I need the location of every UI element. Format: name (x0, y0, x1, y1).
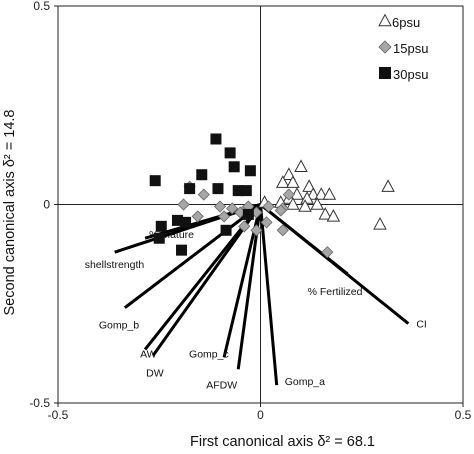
point-15psu (250, 224, 263, 237)
point-30psu (153, 232, 165, 244)
point-30psu (212, 183, 224, 195)
point-30psu (184, 183, 196, 195)
point-30psu (155, 220, 167, 232)
point-30psu (232, 185, 244, 197)
vector-gomp-a-label: Gomp_a (285, 376, 325, 388)
vector-pct-fertilized-label: % Fertilized (308, 286, 363, 298)
point-6psu (286, 175, 300, 188)
point-6psu (298, 199, 312, 212)
point-30psu (244, 165, 256, 177)
point-30psu (180, 216, 192, 228)
y-tick-label: -0.5 (29, 396, 50, 410)
point-6psu (306, 187, 320, 200)
x-tick-label: 0 (257, 408, 264, 422)
point-6psu (275, 175, 290, 188)
point-15psu (191, 210, 204, 223)
legend-label-15psu: 15psu (393, 41, 428, 56)
legend-marker-15psu (378, 40, 392, 54)
x-axis-title: First canonical axis δ² = 68.1 (190, 434, 375, 450)
point-6psu (326, 209, 341, 222)
point-6psu (322, 187, 337, 200)
y-tick-label: 0 (43, 198, 50, 212)
legend-marker-30psu (379, 67, 391, 79)
vector-gomp-b-label: Gomp_b (99, 320, 139, 332)
point-6psu (302, 179, 316, 192)
vectors-layer: % MatureshellstrengthGomp_bAWDWGomp_cAFD… (85, 203, 427, 391)
point-15psu (177, 198, 190, 211)
point-6psu (373, 216, 387, 230)
legend: 6psu 15psu 30psu (378, 13, 428, 82)
point-30psu (228, 161, 240, 173)
vector-gomp-c-label: Gomp_c (189, 348, 229, 360)
legend-label-6psu: 6psu (392, 15, 420, 30)
point-15psu (274, 204, 287, 217)
point-30psu (149, 175, 161, 187)
x-tick-label: 0.5 (455, 408, 472, 422)
vector-ci-arrow (259, 203, 410, 325)
vector-ci-label: CI (416, 319, 427, 331)
ticks-layer: -0.5 0 0.5 -0.5 0 0.5 (29, 0, 471, 422)
point-15psu (276, 224, 289, 237)
point-15psu (238, 220, 251, 233)
point-6psu (282, 167, 296, 180)
point-6psu (314, 187, 329, 200)
vector-gomp-a-arrow (259, 204, 279, 386)
vector-dw-label: DW (146, 367, 164, 379)
point-15psu (197, 188, 210, 201)
vector-aw-label: AW (140, 348, 157, 360)
point-30psu (220, 224, 232, 236)
point-6psu (286, 197, 300, 210)
y-tick-label: 0.5 (33, 0, 50, 13)
point-30psu (240, 185, 252, 197)
point-15psu (226, 202, 239, 215)
point-15psu (260, 216, 273, 229)
point-30psu (171, 214, 183, 226)
point-6psu (310, 197, 324, 210)
point-30psu (224, 147, 236, 159)
point-15psu (321, 246, 334, 259)
point-30psu (210, 133, 222, 145)
legend-marker-6psu (378, 13, 392, 27)
y-axis-title: Second canonical axis δ² = 14.8 (2, 110, 18, 316)
vector-shellstrength-label: shellstrength (85, 259, 145, 271)
point-6psu (318, 207, 333, 220)
point-30psu (176, 244, 188, 256)
vector-gomp-b-arrow (123, 203, 262, 309)
point-30psu (242, 208, 254, 220)
point-30psu (196, 169, 208, 181)
vector-afdw-label: AFDW (206, 379, 237, 391)
point-6psu (381, 179, 395, 192)
point-6psu (294, 159, 308, 173)
legend-label-30psu: 30psu (393, 67, 428, 82)
point-15psu (217, 210, 231, 223)
x-tick-label: -0.5 (48, 408, 69, 422)
point-15psu (213, 200, 227, 213)
point-15psu (282, 188, 295, 201)
points-layer (149, 133, 395, 259)
point-15psu (262, 200, 275, 213)
